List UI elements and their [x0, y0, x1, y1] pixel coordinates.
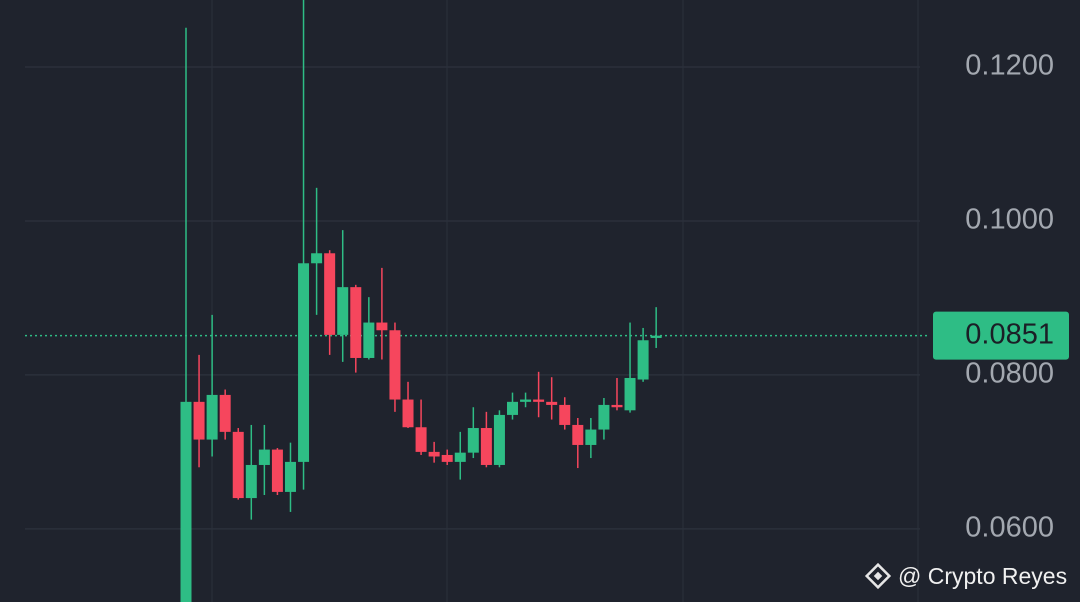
candle-body [637, 340, 649, 380]
candle-body [376, 322, 388, 331]
candle-body [219, 394, 231, 432]
y-tick-label: 0.1200 [965, 50, 1054, 82]
candle-body [546, 401, 558, 405]
candle-body [441, 454, 453, 462]
grid [25, 66, 930, 530]
candle-body [520, 399, 532, 402]
candle-body [402, 399, 414, 428]
candle-body [193, 401, 205, 440]
candle-body [258, 449, 270, 465]
watermark: @ Crypto Reyes [864, 562, 1067, 590]
candle-body [507, 401, 518, 415]
candle-body [480, 428, 492, 465]
watermark-text: @ Crypto Reyes [898, 563, 1067, 589]
candle-body [467, 428, 479, 453]
candle-body [284, 461, 296, 492]
candle-body [389, 330, 401, 400]
candle-body [572, 424, 584, 445]
candle-body [559, 404, 571, 425]
y-tick-label: 0.0600 [965, 512, 1054, 544]
candle-body [428, 451, 440, 457]
candle-body [311, 253, 323, 264]
candle-body [245, 464, 257, 499]
candle-body [180, 401, 192, 602]
last-price-label: 0.0851 [965, 318, 1054, 350]
candle-body [206, 394, 218, 440]
axis: 0.1200 0.1000 0.0800 0.0600 0.0851 [933, 50, 1069, 544]
candle-body [271, 449, 283, 492]
candle-body [232, 431, 244, 499]
y-tick-label: 0.1000 [965, 204, 1054, 236]
candles [180, 0, 662, 602]
candle-body [650, 335, 662, 338]
candle-body [454, 452, 466, 462]
last-price-tag [933, 311, 1069, 360]
candle-body [415, 427, 427, 452]
candle-body [324, 253, 336, 335]
y-tick-label: 0.0800 [965, 358, 1054, 390]
candle-body [598, 404, 610, 430]
candle-body [611, 404, 623, 408]
candle-body [337, 287, 349, 335]
candle-body [624, 377, 636, 411]
candle-body [363, 322, 375, 358]
candle-body [350, 287, 362, 358]
candle-body [298, 263, 310, 462]
candle-body [493, 414, 505, 465]
candle-body [533, 399, 545, 402]
candle-body [585, 429, 597, 445]
